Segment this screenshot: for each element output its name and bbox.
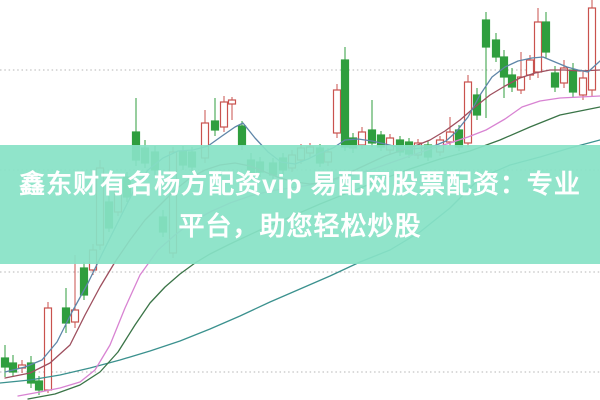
promo-banner-text-line2: 平台，助您轻松炒股 (178, 210, 422, 241)
candle (43, 302, 53, 393)
candle (559, 60, 569, 88)
candle (578, 70, 588, 100)
candle (525, 55, 535, 80)
candle (227, 97, 237, 120)
candle (541, 12, 551, 58)
promo-banner-text-line1: 鑫东财有名杨方配资vip 易配网股票配资：专业 (19, 168, 581, 199)
candle (210, 98, 220, 136)
candle (61, 288, 71, 333)
candle (516, 52, 526, 94)
candle (219, 96, 229, 132)
candle (533, 8, 543, 78)
candle (8, 355, 18, 376)
candle (481, 12, 491, 118)
candle (587, 0, 597, 97)
candle (550, 66, 560, 92)
candle (507, 68, 517, 92)
promo-banner-overlay: 鑫东财有名杨方配资vip 易配网股票配资：专业 平台，助您轻松炒股 (0, 145, 600, 264)
candle (332, 84, 342, 138)
candle (499, 50, 509, 98)
candle (491, 33, 501, 62)
candle (70, 255, 80, 328)
candle (367, 100, 377, 147)
candle (340, 47, 350, 151)
